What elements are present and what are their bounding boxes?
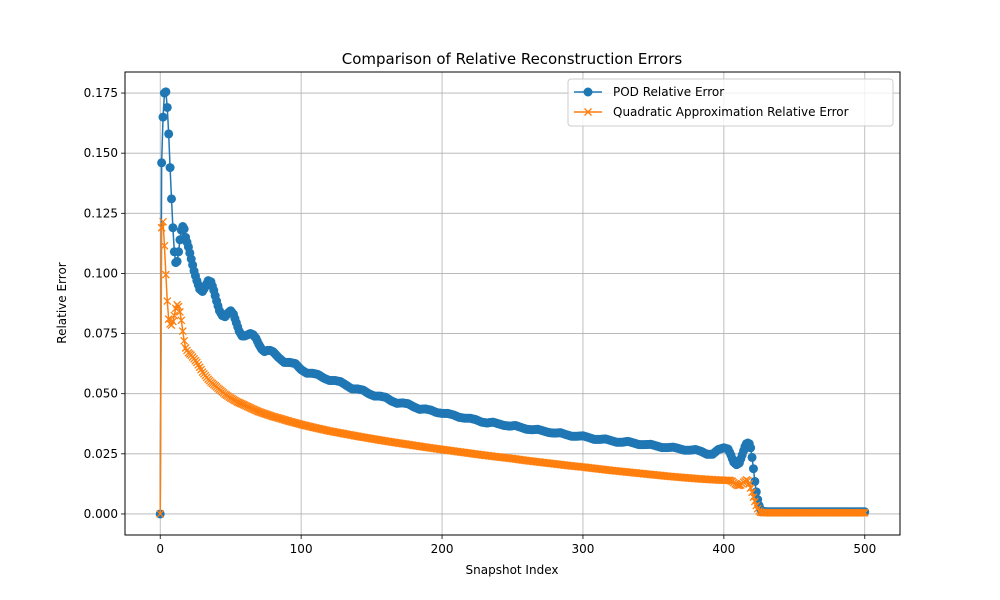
data-point [174, 247, 184, 257]
data-point [164, 129, 174, 139]
y-axis-label: Relative Error [55, 262, 69, 344]
data-point [156, 509, 165, 518]
data-point [164, 315, 173, 324]
data-point [860, 508, 869, 517]
data-point [746, 484, 755, 492]
y-tick-label: 0.000 [84, 507, 118, 521]
data-point [168, 223, 178, 233]
legend-label-quadratic: Quadratic Approximation Relative Error [613, 105, 849, 119]
chart-title: Comparison of Relative Reconstruction Er… [342, 50, 683, 68]
data-point [180, 336, 189, 345]
axes-background [125, 72, 900, 535]
data-point [167, 194, 176, 204]
x-tick-label: 100 [290, 542, 313, 556]
data-point [748, 488, 757, 497]
data-point [749, 493, 758, 502]
y-tick-label: 0.125 [84, 206, 118, 220]
data-point [179, 224, 189, 234]
data-point [162, 102, 172, 112]
legend-label-pod: POD Relative Error [613, 85, 724, 99]
ticks: 0 100 200 300 400 500 0.000 0.025 0.050 0.075 0.10… [84, 86, 877, 556]
y-tick-label: 0.175 [84, 86, 118, 100]
data-point [157, 158, 167, 168]
axes-frame [124, 71, 901, 536]
data-point [172, 256, 182, 266]
data-point [177, 316, 186, 325]
x-tick-label: 0 [156, 542, 164, 556]
series-pod [155, 87, 870, 519]
data-point [159, 217, 168, 226]
data-point [178, 327, 187, 336]
data-point [157, 223, 166, 232]
legend-frame [567, 78, 894, 127]
x-tick-label: 200 [431, 542, 454, 556]
legend-marker-quadratic [584, 108, 592, 116]
data-point [857, 508, 866, 517]
series-quadratic [156, 217, 869, 518]
data-point [859, 508, 868, 517]
grid [125, 72, 900, 535]
legend: POD Relative Error Quadratic Approximati… [567, 78, 894, 127]
data-point [750, 476, 760, 486]
x-axis-label: Snapshot Index [466, 563, 559, 577]
series-layer [155, 87, 870, 519]
legend-entry-pod: POD Relative Error [574, 85, 724, 99]
data-point [161, 270, 170, 279]
x-tick-label: 500 [853, 542, 876, 556]
y-tick-label: 0.025 [84, 447, 118, 461]
data-point [163, 297, 172, 306]
x-tick-label: 400 [712, 542, 735, 556]
data-point [160, 241, 169, 250]
data-point [161, 87, 171, 97]
y-tick-label: 0.075 [84, 327, 118, 341]
data-point [168, 317, 177, 326]
y-tick-label: 0.100 [84, 266, 118, 280]
data-point [748, 464, 758, 474]
legend-entry-quadratic: Quadratic Approximation Relative Error [574, 105, 849, 119]
x-tick-label: 300 [572, 542, 595, 556]
data-point [175, 307, 184, 316]
data-point [158, 112, 168, 122]
y-tick-label: 0.150 [84, 146, 118, 160]
y-tick-label: 0.050 [84, 387, 118, 401]
data-point [170, 311, 179, 320]
data-point [746, 443, 756, 453]
data-point [747, 452, 757, 462]
legend-marker-pod [583, 87, 593, 97]
plot-area: 0 100 200 300 400 500 0.000 0.025 0.050 0.075 0.10… [84, 71, 901, 556]
data-point [165, 163, 175, 173]
data-point [733, 481, 742, 490]
